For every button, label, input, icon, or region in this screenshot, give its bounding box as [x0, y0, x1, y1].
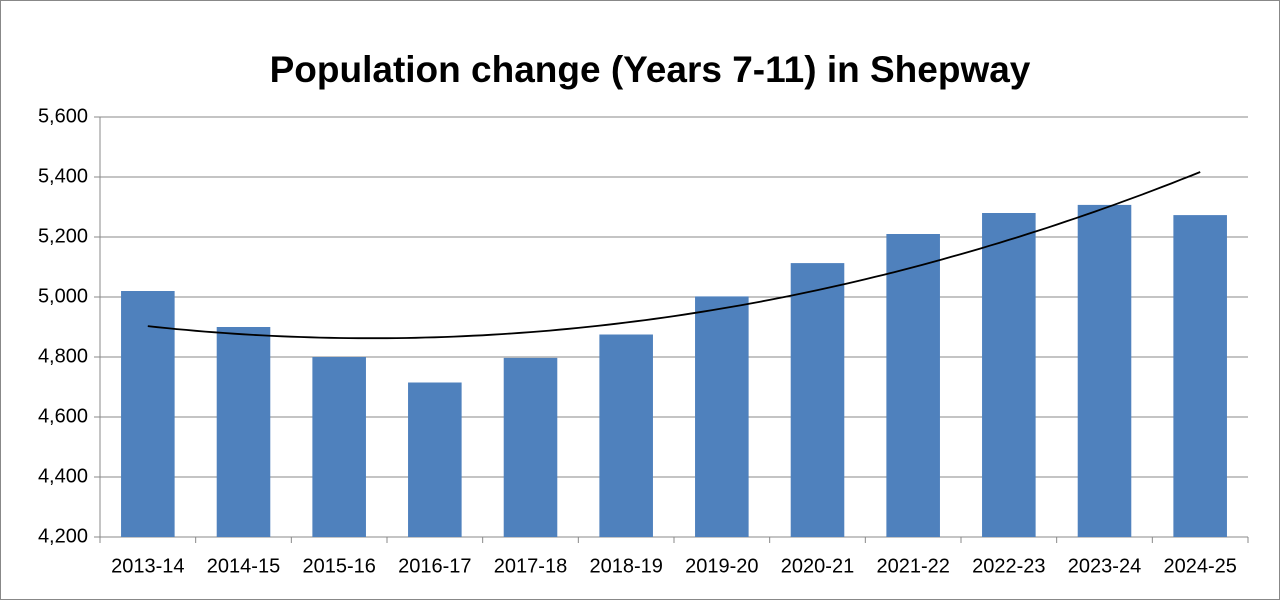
bar — [121, 291, 175, 537]
x-tick-label: 2015-16 — [302, 555, 375, 577]
x-tick-label: 2023-24 — [1068, 555, 1141, 577]
x-tick-label: 2021-22 — [876, 555, 949, 577]
bar — [503, 357, 558, 537]
y-tick-label: 5,400 — [38, 165, 88, 187]
x-tick-label: 2022-23 — [972, 555, 1045, 577]
bar — [312, 357, 366, 537]
trendline — [147, 171, 1201, 340]
y-tick-label: 5,200 — [38, 225, 88, 247]
x-tick-label: 2014-15 — [207, 555, 280, 577]
y-tick-label: 4,200 — [38, 525, 88, 547]
y-tick-label: 5,000 — [38, 285, 88, 307]
bar — [408, 382, 462, 537]
y-tick-label: 4,600 — [38, 405, 88, 427]
x-tick-label: 2019-20 — [685, 555, 758, 577]
chart-title: Population change (Years 7-11) in Shepwa… — [270, 49, 1031, 90]
y-tick-label: 4,400 — [38, 465, 88, 487]
bar — [216, 327, 271, 537]
bar — [1173, 215, 1227, 537]
bar — [599, 334, 653, 537]
bar — [886, 234, 940, 537]
x-tick-label: 2018-19 — [589, 555, 662, 577]
x-tick-label: 2013-14 — [111, 555, 184, 577]
x-tick-label: 2020-21 — [781, 555, 854, 577]
x-tick-label: 2024-25 — [1163, 555, 1236, 577]
bar — [790, 263, 845, 537]
y-tick-label: 4,800 — [38, 345, 88, 367]
bar — [695, 296, 749, 537]
bar — [982, 213, 1036, 537]
bar — [1077, 204, 1132, 537]
x-tick-label: 2017-18 — [494, 555, 567, 577]
x-tick-label: 2016-17 — [398, 555, 471, 577]
y-tick-label: 5,600 — [38, 105, 88, 127]
